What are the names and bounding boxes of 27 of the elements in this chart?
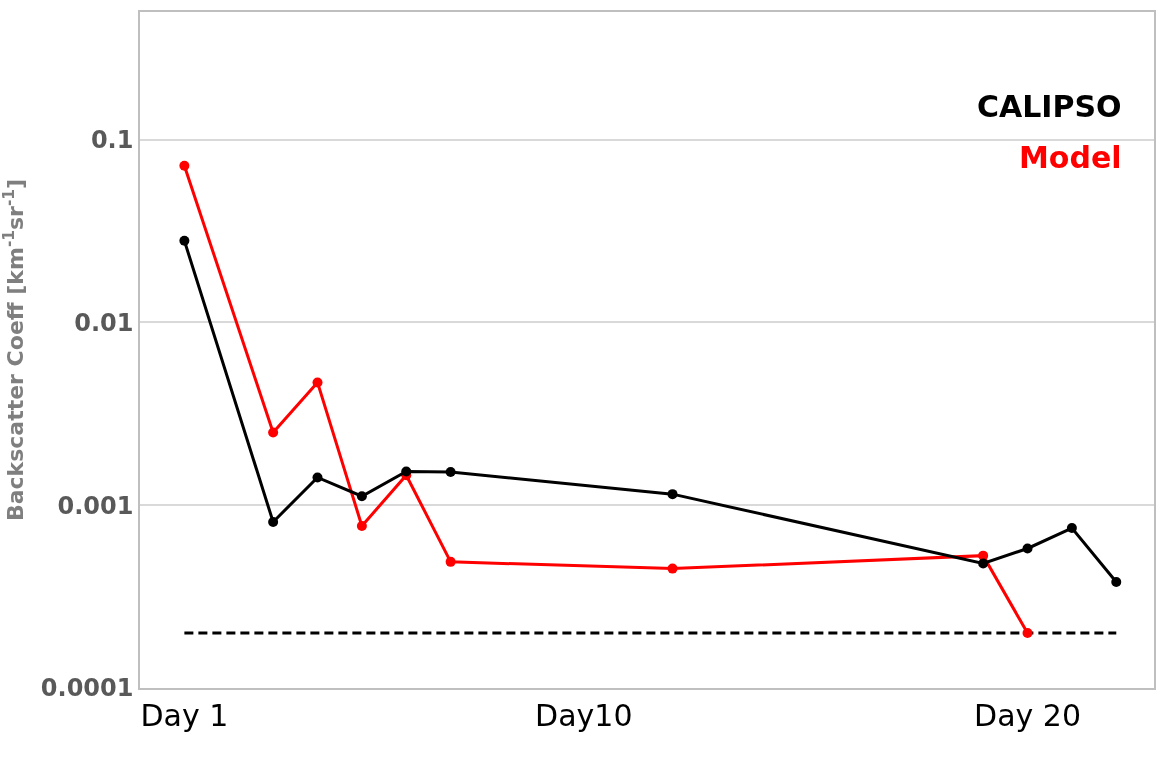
x-tick-label: Day10 (535, 697, 633, 733)
point (1022, 627, 1033, 638)
point (445, 556, 456, 567)
point (268, 427, 279, 438)
point (401, 466, 412, 477)
point (179, 235, 190, 246)
x-tick-label: Day 20 (974, 697, 1082, 733)
point (356, 520, 367, 531)
y-tick-label: 0.0001 (40, 674, 134, 703)
point (978, 558, 989, 569)
point (667, 563, 678, 574)
point (268, 516, 279, 527)
y-tick-label: 0.001 (57, 491, 134, 520)
text: CALIPSO (977, 89, 1122, 124)
point (312, 472, 323, 483)
point (1111, 577, 1122, 588)
point (312, 377, 323, 388)
point (179, 160, 190, 171)
point (445, 467, 456, 478)
x-tick-label: Day 1 (140, 697, 229, 733)
point (356, 491, 367, 502)
point (1022, 543, 1033, 554)
point (667, 489, 678, 500)
point (1066, 523, 1077, 534)
y-tick-label: 0.01 (74, 308, 134, 337)
text: Model (1019, 140, 1122, 175)
y-tick-label: 0.1 (90, 126, 134, 155)
